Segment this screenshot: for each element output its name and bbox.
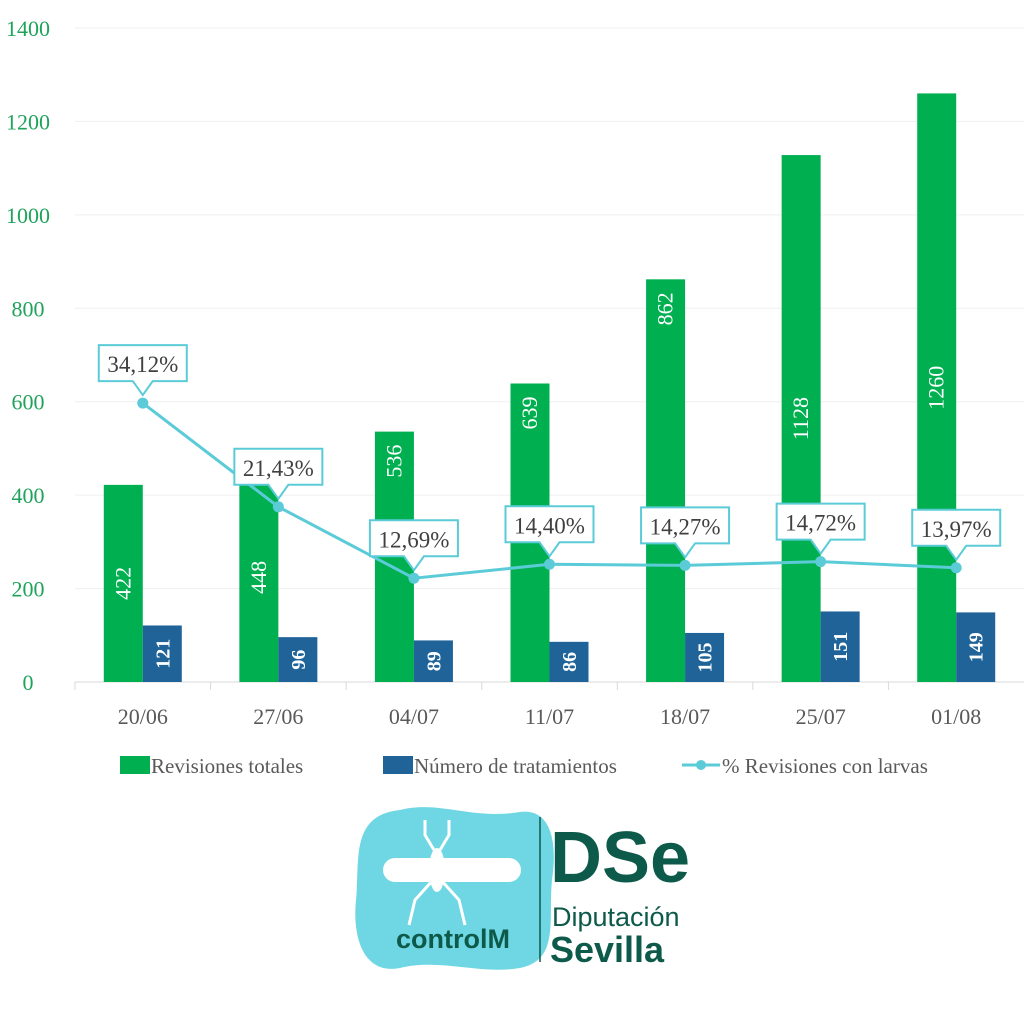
mosquito-leg xyxy=(407,878,435,926)
bar-data-label: 96 xyxy=(288,650,310,670)
bar-data-label: 1260 xyxy=(924,366,949,410)
bar-data-label: 422 xyxy=(110,567,135,600)
dse-mark: DSe xyxy=(550,818,690,898)
callout-box xyxy=(640,506,731,560)
controlm-text: controlM xyxy=(396,924,510,954)
line-point xyxy=(408,572,420,584)
bar-numero-tratamientos xyxy=(278,637,318,682)
line-data-label: 34,12% xyxy=(107,352,178,377)
bar-numero-tratamientos xyxy=(820,611,860,682)
line-point xyxy=(679,559,691,571)
x-tick-label: 01/08 xyxy=(931,704,981,729)
x-tick-label: 20/06 xyxy=(118,704,168,729)
callout-box xyxy=(97,344,188,397)
bar-data-label: 536 xyxy=(381,445,406,478)
bar-numero-tratamientos xyxy=(956,612,996,682)
line-point xyxy=(272,501,284,513)
bar-revisiones-totales xyxy=(103,484,143,682)
legend-label: Revisiones totales xyxy=(151,754,303,778)
y-tick-label: 1400 xyxy=(6,16,50,41)
mosquito-body-icon xyxy=(429,848,445,892)
line-data-label: 14,72% xyxy=(785,511,856,536)
bar-revisiones-totales xyxy=(917,93,957,682)
mosquito-wing xyxy=(383,858,521,882)
line-data-label: 14,27% xyxy=(650,514,721,539)
bar-data-label: 86 xyxy=(559,652,581,672)
bar-data-label: 151 xyxy=(830,632,852,662)
legend-swatch xyxy=(383,756,413,774)
legend-label: Número de tratamientos xyxy=(414,754,617,778)
bar-numero-tratamientos xyxy=(413,640,453,682)
mosquito-leg xyxy=(423,820,436,851)
bar-numero-tratamientos xyxy=(549,641,589,682)
legend-marker xyxy=(696,760,706,770)
x-tick-label: 11/07 xyxy=(525,704,574,729)
y-tick-label: 0 xyxy=(23,670,34,695)
y-tick-label: 800 xyxy=(12,296,45,321)
mosquito-leg xyxy=(439,878,467,926)
bar-data-label: 448 xyxy=(246,561,271,594)
line-point xyxy=(544,558,555,570)
mosquito-leg xyxy=(438,820,451,851)
controlm-logo: controlM xyxy=(355,807,554,970)
legend-swatch xyxy=(120,756,150,774)
y-tick-label: 1000 xyxy=(6,203,50,228)
controlm-badge xyxy=(355,807,554,970)
x-tick-label: 04/07 xyxy=(389,704,439,729)
callout-box xyxy=(911,508,1002,562)
bar-data-label: 105 xyxy=(695,642,717,672)
callout-box xyxy=(368,519,459,572)
line-point xyxy=(137,397,149,409)
y-tick-label: 200 xyxy=(12,577,45,602)
diputacion-text: Diputación xyxy=(552,902,680,932)
callout-box xyxy=(504,505,595,559)
y-tick-label: 600 xyxy=(12,390,45,415)
bar-data-label: 121 xyxy=(152,639,174,669)
bar-data-label: 89 xyxy=(423,651,445,671)
bar-data-label: 149 xyxy=(966,632,988,662)
line-data-label: 14,40% xyxy=(514,513,585,538)
legend-label: % Revisiones con larvas xyxy=(722,754,928,778)
bar-revisiones-totales xyxy=(646,279,686,682)
x-tick-label: 27/06 xyxy=(253,704,303,729)
bar-data-label: 1128 xyxy=(788,397,813,440)
x-tick-label: 18/07 xyxy=(660,704,710,729)
bar-revisiones-totales xyxy=(239,472,279,682)
x-tick-label: 25/07 xyxy=(796,704,846,729)
line-data-label: 13,97% xyxy=(921,517,992,542)
bar-revisiones-totales xyxy=(781,155,821,682)
y-tick-label: 400 xyxy=(12,483,45,508)
bar-data-label: 639 xyxy=(517,396,542,429)
bar-numero-tratamientos xyxy=(142,625,182,682)
bar-data-label: 862 xyxy=(653,292,678,325)
sevilla-text: Sevilla xyxy=(550,929,665,970)
line-point xyxy=(950,562,962,574)
line-point xyxy=(815,556,827,568)
bar-numero-tratamientos xyxy=(685,632,725,682)
line-data-label: 12,69% xyxy=(378,527,449,552)
y-tick-label: 1200 xyxy=(6,109,50,134)
line-data-label: 21,43% xyxy=(243,456,314,481)
callout-box xyxy=(233,447,324,501)
callout-box xyxy=(775,502,866,556)
